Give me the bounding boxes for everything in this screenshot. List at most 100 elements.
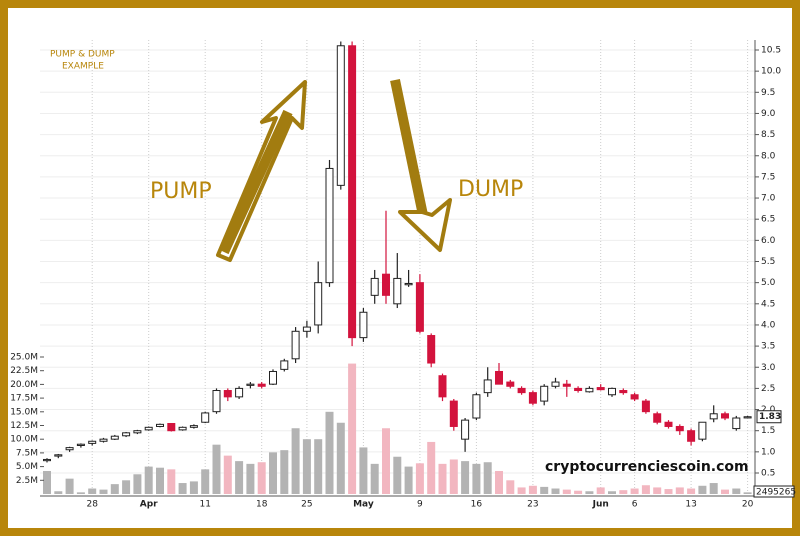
candle-body — [257, 383, 266, 387]
y-tick-label: 2.5 — [761, 384, 775, 394]
candle-body — [483, 379, 492, 394]
volume-bar — [336, 422, 345, 494]
volume-bar — [257, 462, 266, 494]
volume-bar — [506, 480, 515, 494]
volume-bar — [483, 462, 492, 494]
volume-bar — [110, 484, 119, 494]
volume-bar — [99, 489, 108, 494]
volume-bar — [359, 447, 368, 494]
volume-bar — [65, 478, 74, 494]
volume-bar — [269, 452, 277, 494]
y-tick-label: 4.5 — [761, 299, 775, 309]
x-tick-label: 16 — [471, 500, 483, 510]
candle-body — [574, 387, 583, 392]
volume-bar — [415, 463, 424, 494]
volume-bar — [721, 489, 729, 494]
volume-bar — [438, 463, 447, 494]
volume-bar — [246, 463, 255, 494]
candle-body — [201, 412, 210, 423]
volume-bar — [43, 470, 51, 494]
candle-body — [461, 419, 470, 440]
volume-bar — [393, 456, 402, 494]
volume-bar — [449, 459, 458, 494]
candle-body — [608, 387, 616, 396]
y2-tick-label: 17.5M — [10, 394, 38, 404]
candle-body — [43, 458, 51, 462]
y-tick-label: 3.0 — [761, 363, 776, 373]
volume-bar — [630, 488, 639, 494]
volume-bar — [551, 488, 560, 494]
y-tick-label: 9.0 — [761, 109, 776, 119]
x-tick-label: 25 — [301, 500, 312, 510]
volume-bar — [562, 489, 571, 494]
volume-bar — [235, 461, 244, 494]
candle-body — [65, 447, 74, 451]
candle-body — [178, 426, 187, 431]
chart-title: PUMP & DUMP — [50, 50, 115, 60]
x-tick-label: 20 — [742, 500, 754, 510]
marks — [43, 41, 752, 494]
candle-body — [709, 413, 718, 420]
volume-bar — [574, 490, 583, 494]
volume-bar — [212, 444, 221, 494]
y-tick-label: 0.5 — [761, 469, 775, 479]
dump-arrow — [390, 78, 429, 222]
volume-bar — [619, 490, 628, 494]
candle-body — [280, 360, 289, 370]
x-tick-label: 9 — [417, 500, 423, 510]
candle-body — [562, 383, 571, 387]
y2-tick-label: 5.0M — [16, 462, 38, 472]
x-tick-label: 6 — [632, 500, 638, 510]
candle-body — [348, 45, 357, 339]
volume-bar — [291, 428, 300, 494]
candle-body — [438, 375, 447, 398]
volume-bar — [370, 463, 379, 494]
candle-body — [246, 383, 255, 386]
candle-body — [472, 394, 481, 419]
annotation: DUMP — [458, 177, 523, 202]
candle-body — [88, 440, 97, 444]
volume-bar — [156, 467, 164, 494]
x-tick-label: 13 — [685, 500, 696, 510]
y-tick-label: 9.5 — [761, 88, 775, 98]
volume-bar — [732, 488, 741, 494]
candle-body — [302, 326, 311, 332]
candle-body — [653, 413, 662, 423]
y-tick-label: 7.0 — [761, 194, 776, 204]
y-tick-label: 1.5 — [761, 426, 775, 436]
y-tick-label: 5.0 — [761, 278, 776, 288]
candle-body — [235, 387, 244, 398]
last-volume-box — [753, 485, 795, 498]
volume-bar — [178, 483, 187, 494]
y-tick-label: 4.0 — [761, 320, 776, 330]
candle-body — [698, 421, 707, 440]
volume-bar — [495, 470, 503, 494]
x-tick-label: Jun — [592, 500, 609, 510]
volume-bar — [88, 488, 97, 494]
y-tick-label: 10.5 — [761, 46, 781, 56]
y2-tick-label: 10.0M — [10, 435, 38, 445]
volume-bar — [223, 455, 232, 494]
volume-bar — [743, 492, 752, 494]
y2-tick-label: 15.0M — [10, 407, 38, 417]
candle-body — [641, 400, 650, 413]
candle-body — [382, 273, 390, 296]
y-tick-label: 5.5 — [761, 257, 775, 267]
x-tick-label: 23 — [527, 500, 538, 510]
x-tick-label: Apr — [140, 500, 158, 510]
volume-bar — [302, 439, 311, 494]
candle-body — [156, 423, 164, 427]
y-tick-label: 8.5 — [761, 130, 775, 140]
candle-body — [189, 425, 198, 428]
volume-bar — [144, 466, 153, 494]
volume-bar — [348, 363, 357, 494]
volume-bar — [189, 481, 198, 494]
volume-bar — [133, 474, 142, 494]
candle-body — [359, 311, 368, 339]
volume-bar — [382, 428, 390, 494]
candle-body — [675, 425, 684, 432]
volume-bar — [528, 485, 537, 494]
y-tick-label: 8.0 — [761, 151, 776, 161]
volume-bar — [596, 487, 605, 494]
dump-arrow — [398, 198, 452, 252]
